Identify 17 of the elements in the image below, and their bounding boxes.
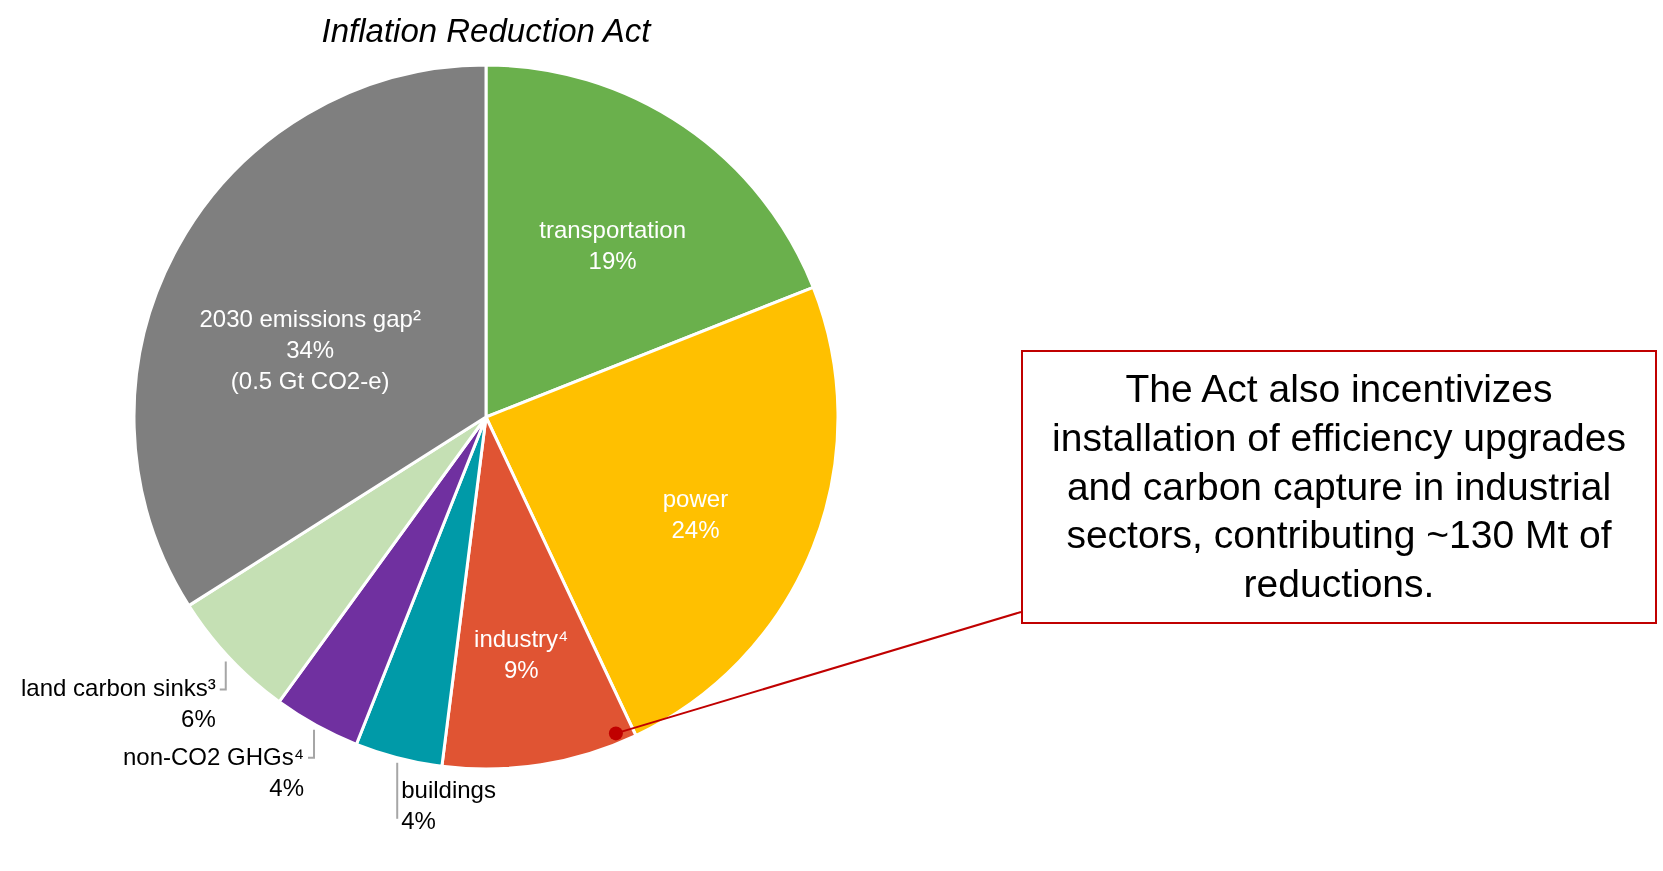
text: (0.5 Gt CO2-e) <box>230 367 390 395</box>
slice-label: 2030 emissions gap² <box>199 305 421 333</box>
slice-label: transportation <box>539 215 687 243</box>
slice-label: buildings <box>401 775 496 803</box>
text: The Act also incentivizes installation of efficiency upgrades and carbon capture in industrial sectors, contributing ~130 Mt of reductions. <box>1052 367 1626 606</box>
slice-label: non-CO2 GHGs⁴ <box>122 742 305 770</box>
slice-label: land carbon sinks³ <box>20 674 216 702</box>
data-label: 24% <box>671 515 720 543</box>
data-label: 4% <box>401 806 436 834</box>
slice-label: industry⁴ <box>474 624 569 652</box>
data-label: 34% <box>286 336 335 364</box>
data-label: 19% <box>588 246 637 274</box>
data-label: 6% <box>181 705 216 733</box>
data-label: 9% <box>503 655 539 683</box>
slice-label: power <box>662 484 729 512</box>
chart-title: Inflation Reduction Act <box>321 12 653 49</box>
data-label: 4% <box>269 773 305 801</box>
